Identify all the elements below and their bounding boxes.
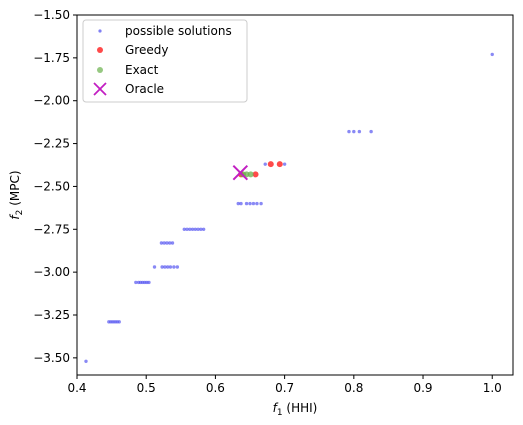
possible-solutions-point	[199, 227, 203, 231]
x-axis-label: f1 (HHI)	[273, 401, 318, 418]
possible-solutions-point	[248, 201, 252, 206]
possible-solutions-point	[190, 227, 195, 231]
legend-marker-possible-solutions	[98, 29, 102, 33]
possible-solutions-point	[84, 359, 88, 363]
y-tick-label: −3.25	[33, 308, 70, 322]
y-tick-label: −2.50	[33, 179, 70, 193]
possible-solutions-point	[162, 241, 166, 245]
possible-solutions-point	[201, 227, 206, 231]
possible-solutions-point	[168, 265, 173, 269]
possible-solutions-point	[160, 265, 164, 269]
greedy-point	[252, 171, 259, 178]
possible-solutions-point	[251, 201, 256, 206]
y-tick-label: −2.00	[33, 94, 70, 108]
possible-solutions-point	[168, 241, 172, 245]
legend-label-greedy: Greedy	[125, 43, 168, 57]
possible-solutions-point	[165, 241, 169, 245]
x-tick-label: 1.0	[483, 381, 502, 395]
possible-solutions-point	[134, 280, 138, 285]
possible-solutions-point	[117, 320, 121, 324]
x-tick-label: 0.8	[344, 381, 363, 395]
greedy-point	[267, 161, 274, 168]
possible-solutions-point	[193, 227, 198, 231]
legend-marker-oracle	[93, 82, 107, 96]
legend-label-exact: Exact	[125, 63, 159, 77]
possible-solutions-point	[188, 227, 192, 231]
legend-marker-greedy	[97, 47, 103, 53]
y-tick-label: −3.50	[33, 351, 70, 365]
legend-marker-exact	[97, 67, 103, 73]
exact-point	[247, 171, 254, 178]
x-tick-label: 0.7	[275, 381, 294, 395]
possible-solutions-point	[352, 129, 356, 134]
possible-solutions-point	[255, 201, 259, 206]
oracle-point	[232, 165, 249, 181]
possible-solutions-point	[239, 201, 243, 206]
possible-solutions-point	[147, 280, 151, 285]
possible-solutions-point	[357, 129, 362, 134]
y-axis-label: f2 (MPC)	[8, 170, 25, 219]
x-tick-label: 0.5	[137, 381, 156, 395]
possible-solutions-point	[236, 201, 240, 206]
possible-solutions-point	[152, 265, 157, 269]
possible-solutions-point	[175, 265, 180, 269]
possible-solutions-point	[244, 201, 249, 206]
possible-solutions-point	[185, 227, 189, 231]
greedy-point	[276, 161, 283, 168]
oracle-x-stroke	[232, 165, 249, 181]
x-tick-label: 0.6	[206, 381, 225, 395]
possible-solutions-point	[170, 241, 175, 245]
exact-point	[243, 171, 250, 178]
possible-solutions-point	[259, 201, 263, 206]
legend-label-possible-solutions: possible solutions	[125, 24, 232, 38]
legend: possible solutions Greedy Exact Oracle	[82, 19, 248, 103]
possible-solutions-point	[163, 265, 167, 269]
y-tick-label: −3.00	[33, 265, 70, 279]
possible-solutions-point	[347, 129, 351, 134]
possible-solutions-point	[165, 265, 170, 269]
possible-solutions-point	[263, 162, 267, 166]
possible-solutions-point	[369, 129, 373, 134]
possible-solutions-point	[182, 227, 186, 231]
x-tick-label: 0.9	[413, 381, 432, 395]
x-tick-label: 0.4	[67, 381, 86, 395]
possible-solutions-point	[282, 162, 287, 166]
possible-solutions-point	[490, 52, 494, 57]
possible-solutions-point	[172, 265, 176, 269]
legend-label-oracle: Oracle	[125, 82, 164, 96]
y-tick-label: −2.25	[33, 137, 70, 151]
possible-solutions-point	[159, 241, 164, 245]
y-tick-label: −1.50	[33, 8, 70, 22]
y-tick-label: −2.75	[33, 222, 70, 236]
possible-solutions-point	[196, 227, 200, 231]
legend-box	[82, 19, 248, 103]
y-tick-label: −1.75	[33, 51, 70, 65]
